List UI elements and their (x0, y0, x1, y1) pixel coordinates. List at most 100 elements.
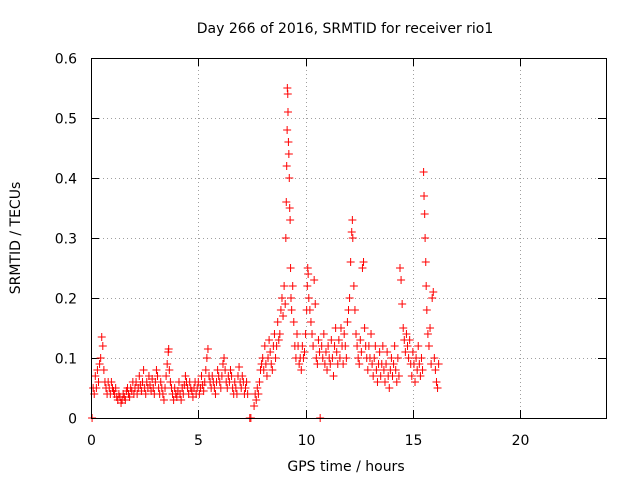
data-point (310, 276, 319, 284)
data-point (220, 354, 229, 362)
data-point (280, 282, 289, 290)
data-point (390, 342, 399, 350)
x-tick-label: 15 (405, 433, 423, 449)
data-point (346, 258, 355, 266)
data-point (254, 390, 263, 398)
data-point (393, 354, 402, 362)
data-point (404, 354, 413, 362)
data-point (260, 342, 269, 350)
data-point (177, 396, 186, 404)
data-point (422, 282, 431, 290)
data-point (156, 378, 165, 386)
data-point (197, 372, 206, 380)
data-point (356, 336, 365, 344)
data-point (174, 378, 183, 386)
data-point (96, 354, 105, 362)
x-tick-label: 0 (87, 433, 96, 449)
data-point (416, 372, 425, 380)
data-point (141, 390, 150, 398)
data-point (421, 258, 430, 266)
x-tick-label: 20 (512, 433, 530, 449)
data-point (414, 342, 423, 350)
data-point (279, 312, 288, 320)
data-point (259, 366, 268, 374)
data-point (332, 348, 341, 356)
data-point (283, 108, 292, 116)
data-point (402, 330, 411, 338)
data-point (389, 360, 398, 368)
data-point (348, 216, 357, 224)
chart-title: Day 266 of 2016, SRMTID for receiver rio… (197, 21, 494, 37)
data-point (339, 360, 348, 368)
x-axis-label: GPS time / hours (287, 459, 404, 475)
data-point (111, 384, 120, 392)
data-point (286, 216, 295, 224)
data-point (392, 378, 401, 386)
data-point (232, 390, 241, 398)
data-point (243, 390, 252, 398)
y-tick-label: 0.6 (55, 52, 77, 68)
data-point (397, 276, 406, 284)
data-point (264, 354, 273, 362)
data-point (398, 300, 407, 308)
data-points (88, 84, 443, 422)
data-point (340, 330, 349, 338)
data-point (284, 150, 293, 158)
data-point (405, 336, 414, 344)
data-point (329, 372, 338, 380)
data-point (262, 372, 271, 380)
data-point (199, 387, 208, 395)
data-point (407, 372, 416, 380)
data-point (426, 324, 435, 332)
data-point (370, 354, 379, 362)
data-point (382, 360, 391, 368)
data-point (274, 336, 283, 344)
data-point (242, 378, 251, 386)
data-point (367, 330, 376, 338)
data-point (357, 348, 366, 356)
data-point (152, 366, 161, 374)
data-point (330, 342, 339, 350)
data-point (422, 306, 431, 314)
data-point (354, 354, 363, 362)
data-point (125, 393, 134, 401)
data-point (363, 366, 372, 374)
data-point (271, 354, 280, 362)
data-point (286, 264, 295, 272)
data-point (235, 363, 244, 371)
data-point (107, 378, 116, 386)
data-point (342, 354, 351, 362)
data-point (349, 282, 358, 290)
data-point (98, 342, 107, 350)
y-tick-label: 0.5 (55, 112, 77, 128)
data-point (369, 372, 378, 380)
data-point (153, 372, 162, 380)
y-tick-label: 0.3 (55, 232, 77, 248)
data-point (300, 348, 309, 356)
data-point (326, 360, 335, 368)
data-point (399, 324, 408, 332)
data-point (158, 390, 167, 398)
data-point (343, 318, 352, 326)
data-point (166, 378, 175, 386)
x-tick-label: 10 (298, 433, 316, 449)
data-point (428, 294, 437, 302)
data-point (288, 282, 297, 290)
data-point (266, 348, 275, 356)
data-point (373, 378, 382, 386)
data-point (403, 342, 412, 350)
data-point (341, 342, 350, 350)
data-point (396, 264, 404, 272)
data-point (375, 348, 384, 356)
data-point (432, 378, 441, 386)
data-point (286, 294, 295, 302)
data-point (391, 366, 400, 374)
data-point (304, 294, 313, 302)
data-point (293, 330, 301, 338)
data-point (314, 336, 323, 344)
data-point (284, 138, 293, 146)
data-point (430, 354, 439, 362)
data-point (420, 192, 429, 200)
data-point (163, 360, 172, 368)
data-point (415, 360, 424, 368)
